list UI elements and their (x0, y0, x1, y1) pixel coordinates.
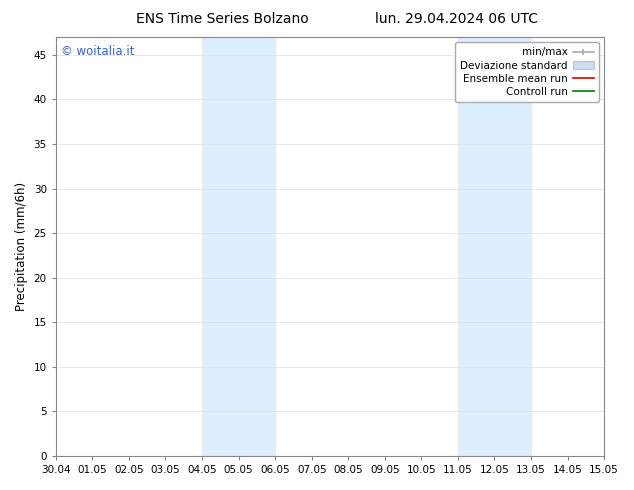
Text: lun. 29.04.2024 06 UTC: lun. 29.04.2024 06 UTC (375, 12, 538, 26)
Legend: min/max, Deviazione standard, Ensemble mean run, Controll run: min/max, Deviazione standard, Ensemble m… (455, 42, 599, 102)
Bar (202, 37, 275, 456)
Bar (458, 37, 531, 456)
Text: © woitalia.it: © woitalia.it (61, 46, 135, 58)
Text: ENS Time Series Bolzano: ENS Time Series Bolzano (136, 12, 308, 26)
Y-axis label: Precipitation (mm/6h): Precipitation (mm/6h) (15, 182, 28, 311)
